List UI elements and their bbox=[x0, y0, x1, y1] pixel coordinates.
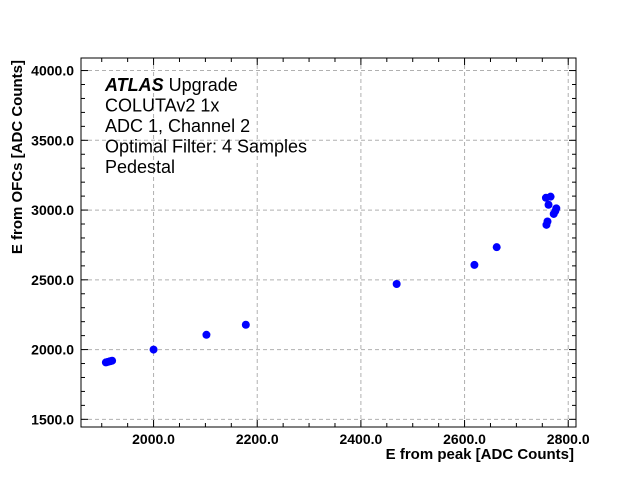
annotation-line-4: Pedestal bbox=[105, 157, 175, 177]
data-point bbox=[392, 280, 401, 289]
x-tick-label: 2400.0 bbox=[339, 431, 382, 447]
y-tick-label: 3500.0 bbox=[31, 132, 74, 148]
data-point bbox=[470, 260, 479, 269]
data-point bbox=[552, 204, 561, 213]
grid-lines bbox=[81, 58, 576, 427]
x-axis-label: E from peak [ADC Counts] bbox=[386, 446, 574, 463]
y-tick-label: 4000.0 bbox=[31, 63, 74, 79]
x-tick-label: 2200.0 bbox=[236, 431, 279, 447]
annotation-box: ATLAS Upgrade COLUTAv2 1x ADC 1, Channel… bbox=[104, 75, 307, 177]
data-point bbox=[546, 192, 555, 201]
data-point bbox=[108, 356, 117, 365]
y-tick-label: 2000.0 bbox=[31, 342, 74, 358]
annotation-line-2: ADC 1, Channel 2 bbox=[105, 116, 250, 136]
data-point bbox=[241, 320, 250, 329]
axis-ticks bbox=[81, 58, 576, 427]
y-tick-label: 3000.0 bbox=[31, 202, 74, 218]
y-tick-label: 2500.0 bbox=[31, 272, 74, 288]
annotation-line-3: Optimal Filter: 4 Samples bbox=[105, 137, 307, 157]
y-tick-label: 1500.0 bbox=[31, 411, 74, 427]
x-tick-label: 2800.0 bbox=[547, 431, 590, 447]
data-point bbox=[149, 345, 158, 354]
atlas-brand: ATLAS bbox=[104, 75, 164, 95]
data-point bbox=[492, 243, 501, 252]
atlas-brand-suffix: Upgrade bbox=[164, 75, 238, 95]
y-tick-labels: 1500.0 2000.0 2500.0 3000.0 3500.0 4000.0 bbox=[31, 63, 74, 428]
annotation-brand-line: ATLAS Upgrade bbox=[104, 75, 238, 95]
x-tick-label: 2600.0 bbox=[443, 431, 486, 447]
plot-area-frame bbox=[80, 57, 577, 428]
y-axis-label: E from OFCs [ADC Counts] bbox=[9, 60, 26, 254]
annotation-line-1: COLUTAv2 1x bbox=[105, 96, 219, 116]
data-point bbox=[543, 217, 552, 226]
data-point bbox=[544, 200, 553, 209]
x-tick-label: 2000.0 bbox=[132, 431, 175, 447]
data-points bbox=[101, 192, 561, 367]
x-tick-labels: 2000.0 2200.0 2400.0 2600.0 2800.0 bbox=[132, 431, 590, 447]
data-point bbox=[202, 330, 211, 339]
